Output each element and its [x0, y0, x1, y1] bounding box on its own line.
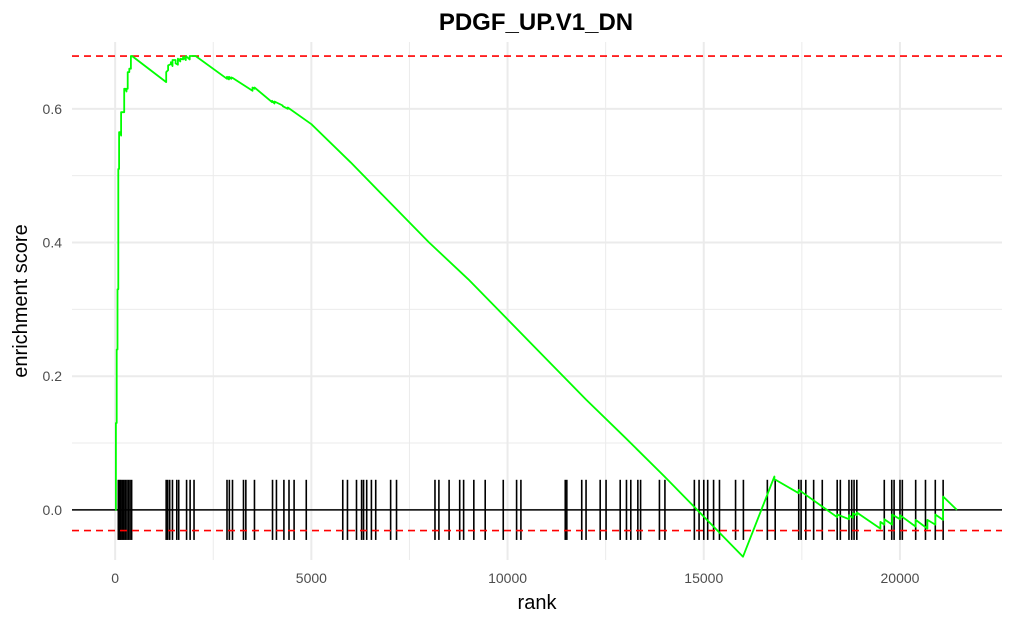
- chart-title: PDGF_UP.V1_DN: [439, 9, 633, 36]
- x-tick-label: 15000: [684, 570, 723, 586]
- x-tick-label: 5000: [296, 570, 327, 586]
- y-axis-label: enrichment score: [10, 224, 32, 377]
- enrichment-curve: [115, 55, 958, 558]
- y-tick-label: 0.0: [43, 502, 63, 518]
- y-tick-label: 0.6: [43, 101, 63, 117]
- x-tick-label: 0: [111, 570, 119, 586]
- reference-lines: [72, 55, 1002, 532]
- grid-lines: [72, 42, 1002, 560]
- y-tick-labels: 0.0 0.2 0.4 0.6: [43, 101, 63, 518]
- y-tick-label: 0.4: [43, 235, 63, 251]
- x-tick-label: 20000: [881, 570, 920, 586]
- y-tick-label: 0.2: [43, 368, 63, 384]
- enrichment-curve-group: [115, 55, 958, 558]
- x-tick-labels: 0 5000 10000 15000 20000: [111, 570, 919, 586]
- x-tick-label: 10000: [488, 570, 527, 586]
- x-axis-label: rank: [518, 592, 558, 614]
